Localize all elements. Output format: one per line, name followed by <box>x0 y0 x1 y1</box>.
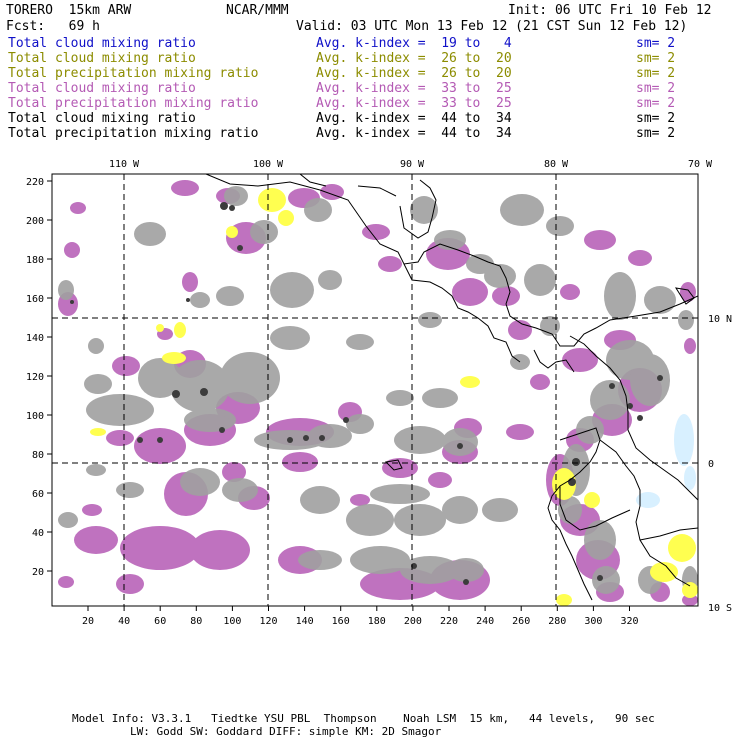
model-title: TORERO 15km ARW <box>6 3 132 18</box>
legend-field: Total precipitation mixing ratio <box>8 126 259 141</box>
y-tick-label: 140 <box>26 333 44 344</box>
legend-smooth: sm= 2 <box>636 111 676 126</box>
legend-smooth: sm= 2 <box>636 36 676 51</box>
lat-label: 10 S <box>708 603 732 614</box>
y-tick-label: 60 <box>32 489 44 500</box>
x-tick-label: 80 <box>190 616 202 627</box>
x-tick-label: 220 <box>440 616 458 627</box>
x-tick-label: 320 <box>620 616 638 627</box>
x-tick-label: 40 <box>118 616 130 627</box>
x-tick-label: 180 <box>368 616 386 627</box>
yellow-cloud-areas <box>90 188 698 606</box>
lon-label: 90 W <box>400 159 425 170</box>
y-tick-label: 80 <box>32 450 44 461</box>
lon-label: 80 W <box>544 159 569 170</box>
legend-field: Total cloud mixing ratio <box>8 36 196 51</box>
cyan-cloud-areas <box>636 414 696 508</box>
lon-label: 70 W <box>688 159 713 170</box>
legend-field: Total precipitation mixing ratio <box>8 96 259 111</box>
lon-label: 100 W <box>253 159 284 170</box>
init-time: Init: 06 UTC Fri 10 Feb 12 <box>508 3 712 18</box>
legend-field: Total cloud mixing ratio <box>8 51 196 66</box>
model-physics: LW: Godd SW: Goddard DIFF: simple KM: 2D… <box>130 725 442 738</box>
lat-lon-grid <box>52 174 698 606</box>
y-tick-label: 100 <box>26 411 44 422</box>
model-info: Model Info: V3.3.1 Tiedtke YSU PBL Thomp… <box>72 712 655 725</box>
y-tick-label: 180 <box>26 255 44 266</box>
lat-label: 0 <box>708 459 714 470</box>
lon-labels: 110 W 100 W 90 W 80 W 70 W <box>109 159 713 170</box>
x-tick-label: 160 <box>332 616 350 627</box>
lat-labels: 10 N 0 10 S <box>708 314 732 614</box>
legend-kindex: Avg. k-index = 33 to 25 <box>316 96 512 111</box>
y-tick-label: 220 <box>26 177 44 188</box>
legend-smooth: sm= 2 <box>636 81 676 96</box>
legend-smooth: sm= 2 <box>636 66 676 81</box>
dark-cloud-cores <box>70 202 663 585</box>
y-tick-label: 40 <box>32 528 44 539</box>
legend-kindex: Avg. k-index = 33 to 25 <box>316 81 512 96</box>
x-tick-label: 20 <box>82 616 94 627</box>
legend-field: Total precipitation mixing ratio <box>8 66 259 81</box>
legend-kindex: Avg. k-index = 19 to 4 <box>316 36 512 51</box>
legend-field: Total cloud mixing ratio <box>8 81 196 96</box>
organization: NCAR/MMM <box>226 3 289 18</box>
lat-label: 10 N <box>708 314 732 325</box>
coastlines <box>205 174 698 601</box>
legend-smooth: sm= 2 <box>636 51 676 66</box>
y-axis-ticks: 220 200 180 160 140 120 100 80 60 40 20 <box>26 177 52 578</box>
legend-kindex: Avg. k-index = 26 to 20 <box>316 51 512 66</box>
map-frame <box>51 173 699 607</box>
x-tick-label: 140 <box>296 616 314 627</box>
legend-kindex: Avg. k-index = 44 to 34 <box>316 111 512 126</box>
x-tick-label: 280 <box>548 616 566 627</box>
valid-time: Valid: 03 UTC Mon 13 Feb 12 (21 CST Sun … <box>296 19 688 34</box>
legend-kindex: Avg. k-index = 44 to 34 <box>316 126 512 141</box>
y-tick-label: 160 <box>26 294 44 305</box>
y-tick-label: 120 <box>26 372 44 383</box>
legend-kindex: Avg. k-index = 26 to 20 <box>316 66 512 81</box>
y-tick-label: 20 <box>32 567 44 578</box>
field-layer <box>52 174 698 606</box>
legend-smooth: sm= 2 <box>636 96 676 111</box>
legend-field: Total cloud mixing ratio <box>8 111 196 126</box>
x-tick-label: 260 <box>512 616 530 627</box>
legend-smooth: sm= 2 <box>636 126 676 141</box>
forecast-hour: Fcst: 69 h <box>6 19 100 34</box>
x-tick-label: 60 <box>154 616 166 627</box>
x-tick-label: 120 <box>259 616 277 627</box>
lon-label: 110 W <box>109 159 140 170</box>
x-tick-label: 200 <box>404 616 422 627</box>
x-tick-label: 100 <box>223 616 241 627</box>
y-tick-label: 200 <box>26 216 44 227</box>
x-axis-ticks: 20 40 60 80 100 120 140 160 180 200 220 240 260 280 30… <box>82 606 639 627</box>
x-tick-label: 240 <box>476 616 494 627</box>
x-tick-label: 300 <box>584 616 602 627</box>
